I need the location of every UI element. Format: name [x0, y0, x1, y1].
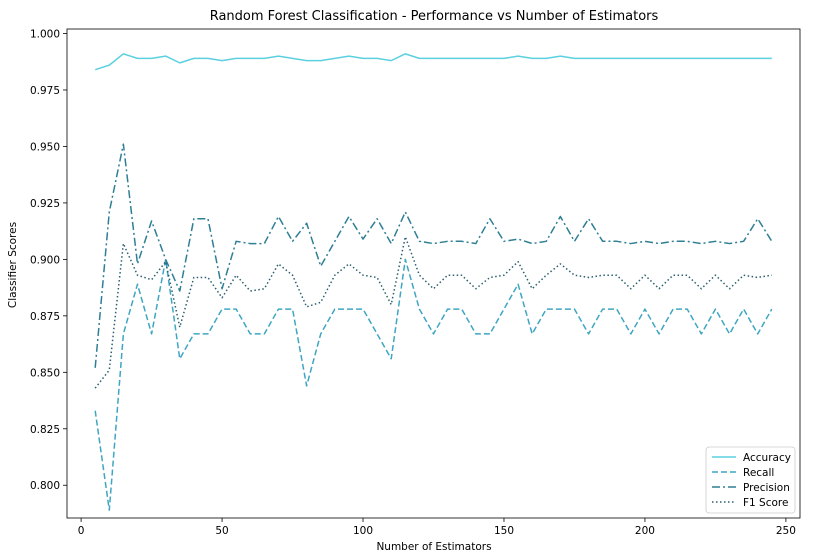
- y-tick-label: 1.000: [30, 29, 60, 41]
- legend-label: Precision: [743, 482, 790, 494]
- y-tick-label: 0.900: [30, 254, 60, 266]
- series-line-f1-score: [94, 236, 772, 389]
- x-tick-label: 150: [494, 525, 514, 537]
- y-tick-label: 0.925: [30, 198, 60, 210]
- x-axis-title: Number of Estimators: [376, 541, 491, 553]
- legend: Accuracy Recall Precision F1 Score: [705, 446, 796, 514]
- y-axis-title: Classifier Scores: [7, 222, 19, 308]
- x-tick-label: 0: [78, 525, 85, 537]
- series-line-recall: [94, 258, 773, 511]
- chart-title: Random Forest Classification - Performan…: [210, 9, 659, 24]
- legend-box: [705, 446, 796, 514]
- y-tick-label: 0.975: [30, 85, 60, 97]
- x-tick-label: 250: [776, 525, 796, 537]
- y-tick-label: 0.825: [30, 424, 60, 436]
- legend-label: Accuracy: [743, 452, 791, 464]
- axes: 0 50 100 150 200 250 0.800 0.825 0.850 0.875 0.900…: [30, 28, 801, 537]
- x-tick-label: 100: [353, 525, 373, 537]
- plot-frame: [66, 28, 801, 519]
- x-tick-label: 200: [635, 525, 655, 537]
- y-tick-label: 0.800: [30, 480, 60, 492]
- plot-area: [94, 53, 773, 511]
- y-tick-label: 0.875: [30, 311, 60, 323]
- legend-label: F1 Score: [743, 497, 788, 509]
- y-tick-label: 0.950: [30, 141, 60, 153]
- series-line-accuracy: [94, 53, 772, 71]
- legend-label: Recall: [743, 467, 774, 479]
- x-tick-label: 50: [215, 525, 228, 537]
- y-tick-label: 0.850: [30, 367, 60, 379]
